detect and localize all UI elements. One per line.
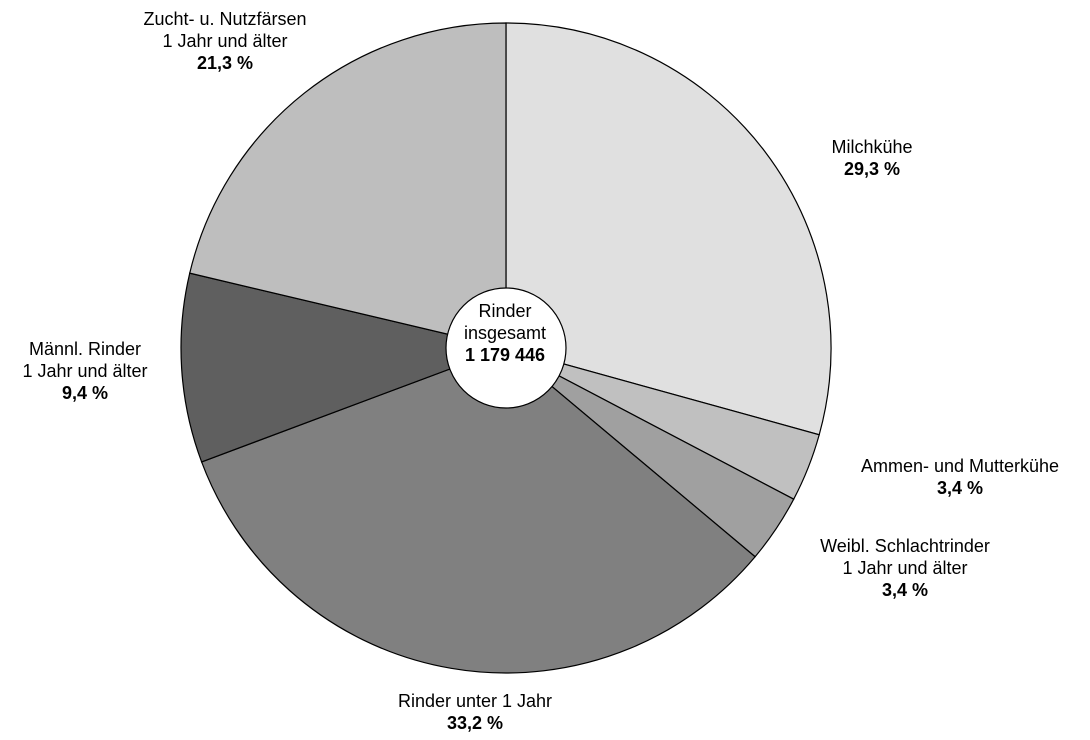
center-label-line2: insgesamt <box>463 323 547 343</box>
center-label-total: 1 179 446 <box>464 345 546 365</box>
slice-label-weibl-schlachtrinder: Weibl. Schlachtrinder 1 Jahr und älter 3… <box>790 535 1020 601</box>
slice-label-zucht-nutzfaersen-percent: 21,3 % <box>196 53 254 73</box>
center-label: Rinder insgesamt 1 179 446 <box>445 300 565 366</box>
slice-label-rinder-unter-1-jahr: Rinder unter 1 Jahr 33,2 % <box>360 690 590 734</box>
slice-label-weibl-schlachtrinder-percent: 3,4 % <box>881 580 929 600</box>
slice-label-milchkuehe: Milchkühe 29,3 % <box>772 136 972 180</box>
slice-label-weibl-schlachtrinder-line2: 1 Jahr und älter <box>842 558 968 578</box>
slice-label-milchkuehe-name: Milchkühe <box>831 137 913 157</box>
slice-label-milchkuehe-percent: 29,3 % <box>843 159 901 179</box>
slice-label-maennl-rinder: Männl. Rinder 1 Jahr und älter 9,4 % <box>0 338 170 404</box>
slice-label-ammenkuehe-name: Ammen- und Mutterkühe <box>860 456 1060 476</box>
slice-label-zucht-nutzfaersen: Zucht- u. Nutzfärsen 1 Jahr und älter 21… <box>110 8 340 74</box>
slice-label-ammenkuehe-percent: 3,4 % <box>936 478 984 498</box>
pie-slice-rinder-unter-1-jahr <box>200 347 756 674</box>
center-label-line1: Rinder <box>478 301 532 321</box>
pie-slice-maennl-rinder <box>180 272 509 463</box>
slice-label-rinder-unter-1-jahr-name: Rinder unter 1 Jahr <box>397 691 553 711</box>
slice-label-zucht-nutzfaersen-line2: 1 Jahr und älter <box>162 31 288 51</box>
pie-center-hole <box>445 287 567 409</box>
pie-slice-milchkuehe <box>505 22 832 436</box>
slice-label-maennl-rinder-line1: Männl. Rinder <box>28 339 142 359</box>
slice-label-maennl-rinder-percent: 9,4 % <box>61 383 109 403</box>
slice-label-rinder-unter-1-jahr-percent: 33,2 % <box>446 713 504 733</box>
slice-label-maennl-rinder-line2: 1 Jahr und älter <box>22 361 148 381</box>
slice-label-zucht-nutzfaersen-line1: Zucht- u. Nutzfärsen <box>143 9 307 29</box>
pie-slice-zucht-nutzfaersen <box>189 22 507 349</box>
slice-label-weibl-schlachtrinder-line1: Weibl. Schlachtrinder <box>820 536 990 556</box>
slice-label-ammenkuehe: Ammen- und Mutterkühe 3,4 % <box>830 455 1090 499</box>
